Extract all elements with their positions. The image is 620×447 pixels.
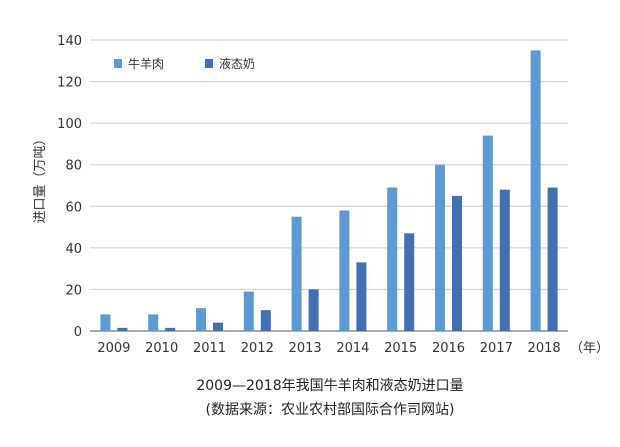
y-axis-label: 进口量（万吨） (33, 132, 48, 223)
y-tick-label: 100 (57, 117, 82, 132)
legend-swatch-liquid-milk (205, 59, 213, 68)
bar-beef-mutton (243, 291, 254, 331)
y-tick-label: 80 (65, 159, 82, 174)
bar-beef-mutton (339, 210, 350, 331)
y-tick-label: 40 (65, 242, 82, 257)
bar-beef-mutton (291, 216, 302, 331)
x-tick-label: 2018 (528, 341, 561, 356)
x-tick-label: 2015 (384, 341, 417, 356)
x-axis-label: （年） (570, 341, 609, 356)
y-tick-label: 140 (57, 34, 82, 49)
y-axis-ticks: 0 20 40 60 80 100 120 140 (57, 34, 82, 340)
chart-title: 2009—2018年我国牛羊肉和液态奶进口量 (196, 378, 463, 394)
bar-beef-mutton (387, 187, 398, 331)
gridlines (90, 39, 568, 332)
x-tick-label: 2010 (145, 341, 178, 356)
bar-beef-mutton (148, 314, 159, 331)
x-tick-label: 2013 (289, 341, 322, 356)
legend: 牛羊肉 液态奶 (114, 56, 255, 71)
bar-liquid-milk (499, 189, 510, 331)
bar-beef-mutton (435, 164, 445, 331)
y-tick-label: 0 (74, 325, 82, 340)
legend-swatch-beef-mutton (114, 59, 122, 68)
x-tick-label: 2009 (97, 341, 130, 356)
bar-beef-mutton (482, 135, 493, 331)
bar-liquid-milk (117, 327, 128, 331)
bar-liquid-milk (547, 187, 558, 331)
legend-label-liquid-milk: 液态奶 (219, 56, 255, 71)
bar-liquid-milk (213, 322, 223, 331)
x-tick-label: 2016 (432, 341, 465, 356)
bar-liquid-milk (404, 233, 415, 331)
bar-beef-mutton (196, 308, 206, 331)
bar-liquid-milk (356, 262, 367, 331)
bar-beef-mutton (100, 314, 111, 331)
x-tick-label: 2014 (336, 341, 369, 356)
x-tick-label: 2017 (480, 341, 513, 356)
legend-label-beef-mutton: 牛羊肉 (128, 56, 164, 71)
y-tick-label: 120 (57, 76, 82, 91)
bar-liquid-milk (308, 289, 319, 331)
y-tick-label: 60 (65, 200, 82, 215)
x-tick-label: 2012 (241, 341, 274, 356)
bars (100, 50, 558, 332)
bar-liquid-milk (260, 310, 271, 331)
bar-liquid-milk (452, 195, 462, 331)
bar-beef-mutton (530, 50, 541, 332)
y-tick-label: 20 (65, 283, 82, 298)
x-tick-label: 2011 (193, 341, 226, 356)
bar-liquid-milk (165, 327, 176, 331)
chart-subtitle: (数据来源：农业农村部国际合作司网站) (206, 402, 455, 418)
x-axis-ticks: 2009 2010 2011 2012 2013 2014 2015 2016 2017 2018 (97, 341, 560, 356)
